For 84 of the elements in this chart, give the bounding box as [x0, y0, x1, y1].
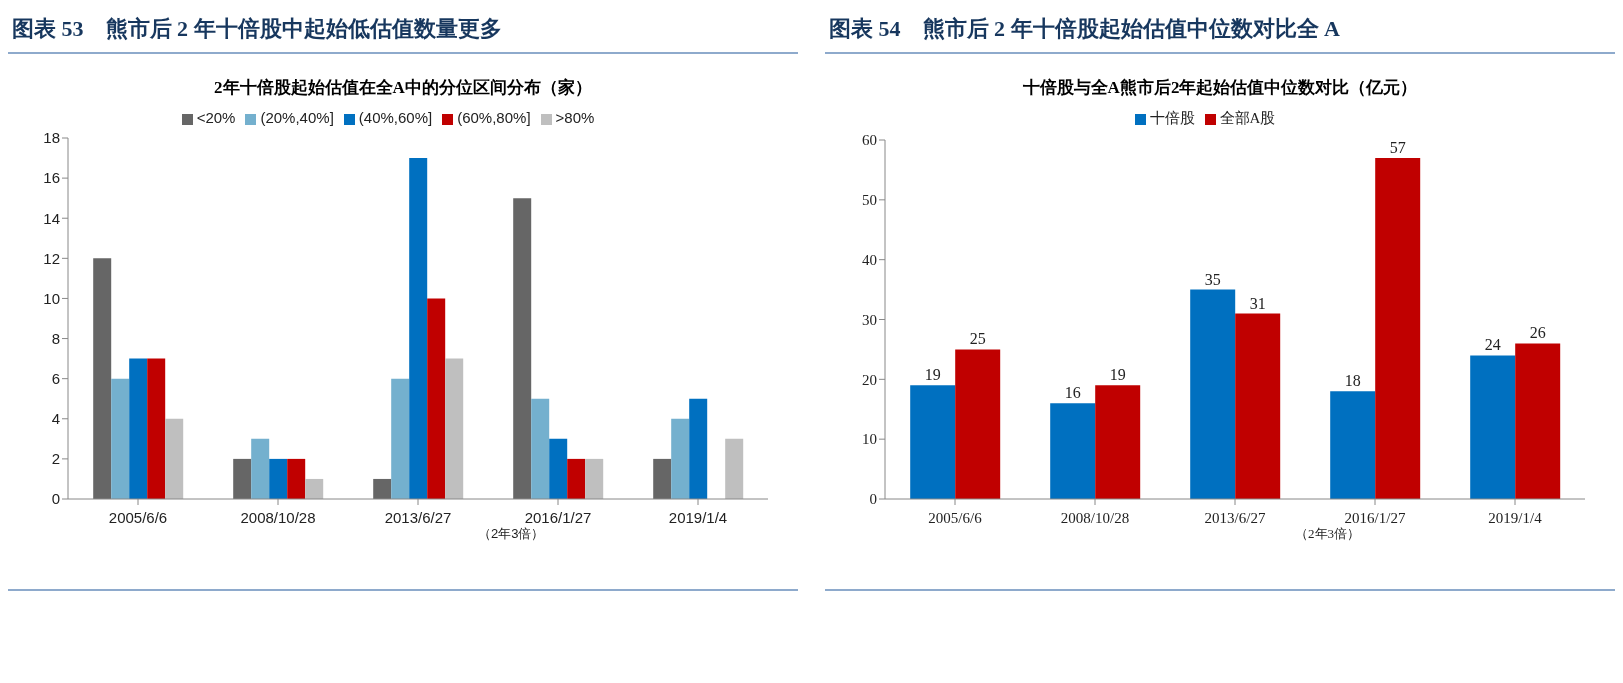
data-label: 19	[924, 366, 941, 384]
bar	[1375, 157, 1421, 499]
y-tick-label: 12	[43, 249, 60, 267]
bar	[531, 398, 550, 499]
y-tick-label: 4	[51, 410, 60, 428]
y-tick-label: 10	[862, 431, 877, 448]
x-tick-label: 2013/6/27	[1204, 510, 1266, 526]
chart-subtitle: 2年十倍股起始估值在全A中的分位区间分布（家）	[213, 77, 593, 99]
y-tick-label: 10	[43, 289, 60, 307]
x-tick-label: 2005/6/6	[928, 510, 983, 526]
bar	[373, 478, 392, 499]
bar	[269, 458, 288, 499]
data-label: 26	[1529, 324, 1546, 342]
legend-label: <20%	[196, 109, 236, 126]
bar	[129, 358, 148, 499]
y-tick-label: 0	[869, 491, 877, 508]
bar	[585, 458, 604, 499]
bar	[1330, 391, 1376, 499]
bar	[1515, 343, 1561, 499]
x-tick-label: 2016/1/27	[1344, 510, 1406, 526]
bar	[1235, 313, 1281, 499]
x-tick-label: 2019/1/4	[668, 509, 728, 526]
x-tick-label: 2019/1/4	[1488, 510, 1543, 526]
bar	[725, 438, 744, 499]
bar	[689, 398, 708, 499]
x-tick-label: 2008/10/28	[1060, 510, 1130, 526]
bar	[93, 258, 112, 499]
data-label: 57	[1389, 138, 1406, 156]
y-tick-label: 6	[51, 369, 60, 387]
y-tick-label: 2	[51, 450, 60, 468]
legend-label: (60%,80%]	[457, 109, 531, 126]
bar	[1470, 355, 1516, 499]
x-tick-label: 2008/10/28	[240, 509, 316, 526]
bar	[147, 358, 166, 499]
bar	[445, 358, 464, 499]
bar	[427, 298, 446, 499]
y-tick-label: 20	[862, 371, 877, 388]
bar	[287, 458, 306, 499]
legend-label: 全部A股	[1219, 110, 1276, 126]
y-tick-label: 40	[862, 251, 877, 268]
bar	[653, 458, 672, 499]
data-label: 35	[1204, 270, 1221, 288]
text: （2年3倍）	[478, 525, 545, 543]
y-tick-label: 60	[862, 132, 877, 149]
chart-subtitle: 十倍股与全A熊市后2年起始估值中位数对比（亿元）	[1021, 77, 1419, 99]
y-tick-label: 16	[43, 169, 60, 187]
data-label: 16	[1064, 384, 1081, 402]
bar	[233, 458, 252, 499]
bar	[165, 418, 184, 499]
bar	[111, 378, 130, 499]
data-label: 25	[969, 330, 986, 348]
y-tick-label: 18	[43, 129, 60, 147]
data-label: 24	[1484, 336, 1501, 354]
data-label: 31	[1249, 294, 1266, 312]
bar	[305, 478, 324, 499]
bar	[1095, 385, 1141, 499]
data-label: 19	[1109, 366, 1126, 384]
chart-title: 图表 54 熊市后 2 年十倍股起始估值中位数对比全 A	[825, 8, 1615, 54]
legend-label: 十倍股	[1149, 110, 1195, 126]
bar	[955, 349, 1001, 499]
bar	[1050, 403, 1096, 499]
bar	[1190, 289, 1236, 499]
bar	[549, 438, 568, 499]
bar	[513, 198, 532, 499]
x-tick-label: 2005/6/6	[108, 509, 168, 526]
bar	[409, 158, 428, 499]
data-label: 18	[1344, 372, 1361, 390]
y-tick-label: 0	[51, 490, 60, 508]
y-tick-label: 8	[51, 329, 60, 347]
bar	[910, 385, 956, 499]
y-tick-label: 50	[862, 192, 877, 209]
chart-title: 图表 53 熊市后 2 年十倍股中起始低估值数量更多	[8, 8, 798, 54]
x-tick-label: 2013/6/27	[384, 509, 452, 526]
y-tick-label: 30	[862, 311, 877, 328]
bar	[251, 438, 270, 499]
bar	[567, 458, 586, 499]
bar	[671, 418, 690, 499]
text: （2年3倍）	[1295, 525, 1360, 543]
bar	[391, 378, 410, 499]
legend-label: >80%	[555, 109, 595, 126]
x-tick-label: 2016/1/27	[524, 509, 592, 526]
y-tick-label: 14	[43, 209, 60, 227]
legend-label: (40%,60%]	[358, 109, 433, 126]
legend-label: (20%,40%]	[260, 109, 334, 126]
